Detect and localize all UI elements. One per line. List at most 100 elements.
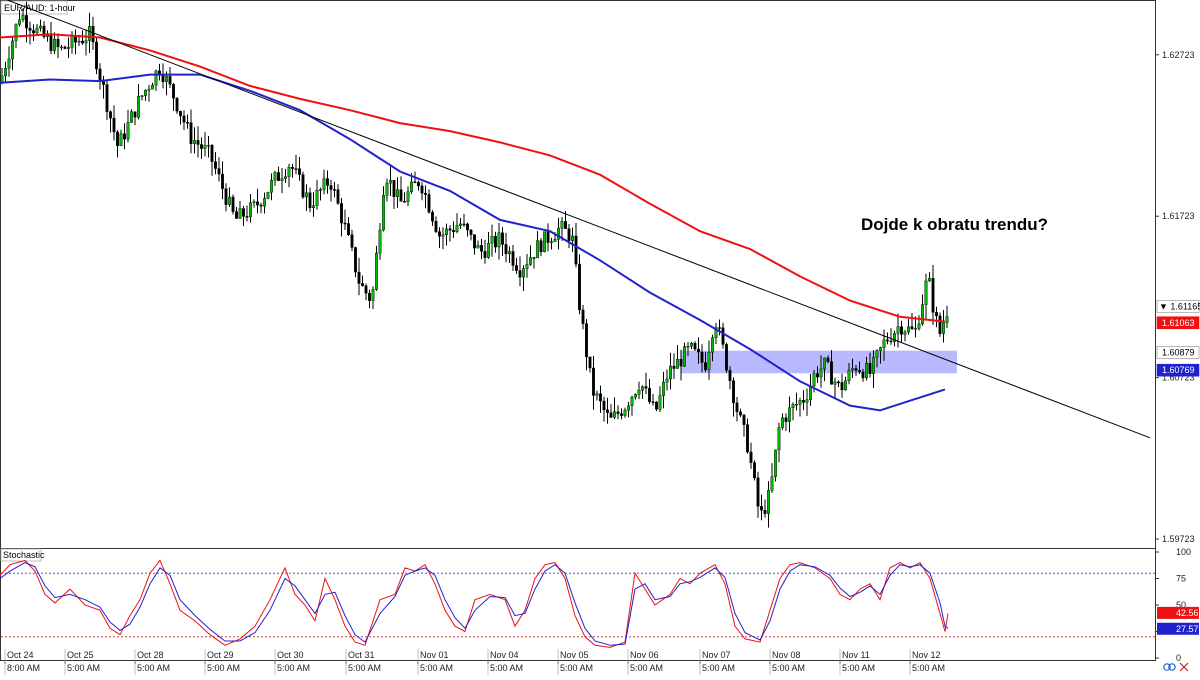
candle-body-83 — [291, 167, 294, 169]
candle-body-199 — [697, 348, 700, 353]
candle-body-50 — [175, 97, 179, 112]
candle-body-260 — [910, 326, 914, 329]
candle-body-189 — [662, 381, 665, 396]
candle-body-90 — [315, 189, 319, 206]
candle-body-60 — [210, 145, 214, 162]
candle-body-172 — [602, 400, 606, 411]
candle-body-152 — [532, 257, 536, 259]
candle-body-148 — [518, 270, 522, 278]
candle-body-188 — [658, 395, 662, 410]
candle-body-157 — [550, 241, 553, 243]
candle-body-210 — [735, 402, 739, 413]
candle-body-224 — [784, 417, 788, 422]
time-date-label-4: Oct 30 — [277, 650, 304, 660]
time-date-label-1: Oct 25 — [67, 650, 94, 660]
candle-body-110 — [385, 182, 389, 196]
candle-body-180 — [630, 396, 634, 407]
candle-body-262 — [917, 323, 921, 329]
candle-body-12 — [42, 25, 46, 37]
candle-body-102 — [357, 271, 361, 284]
candle-body-109 — [382, 195, 385, 231]
stoch-line-pct-D — [0, 562, 949, 646]
candle-body-100 — [350, 234, 354, 248]
candle-body-170 — [595, 393, 599, 396]
candle-body-173 — [606, 409, 609, 413]
candle-body-202 — [707, 352, 711, 371]
candle-body-177 — [620, 413, 623, 416]
candle-body-36 — [126, 122, 130, 140]
candle-body-231 — [809, 385, 812, 400]
candle-body-105 — [368, 293, 371, 301]
candle-body-77 — [270, 179, 273, 193]
candle-body-130 — [455, 225, 459, 232]
candle-body-179 — [627, 405, 630, 411]
stoch-tag-box-1 — [1157, 622, 1199, 635]
time-date-label-0: Oct 24 — [7, 650, 34, 660]
time-date-label-12: Nov 11 — [842, 650, 870, 660]
candle-body-253 — [886, 339, 889, 342]
candle-body-134 — [469, 229, 473, 235]
candle-body-160 — [560, 221, 564, 229]
candle-body-269 — [942, 322, 945, 334]
candle-body-76 — [266, 191, 270, 199]
candle-body-22 — [77, 40, 81, 43]
candle-body-151 — [529, 257, 532, 265]
candle-body-192 — [672, 365, 676, 369]
candle-body-234 — [819, 368, 823, 378]
candle-body-162 — [567, 228, 571, 241]
candle-body-17 — [60, 46, 63, 49]
candle-body-125 — [438, 231, 441, 237]
candle-body-138 — [483, 251, 487, 258]
candle-body-107 — [375, 252, 378, 290]
candle-body-204 — [714, 327, 718, 338]
candle-body-68 — [238, 208, 242, 219]
stoch-title-box — [0, 548, 42, 562]
candle-body-80 — [280, 178, 284, 181]
stoch-tick-label-2: 50 — [1176, 600, 1186, 610]
time-label-3: 5:00 AM — [207, 663, 240, 673]
candle-body-240 — [840, 382, 844, 391]
candle-body-91 — [319, 189, 322, 191]
candle-body-225 — [788, 407, 791, 422]
candle-body-186 — [651, 401, 655, 403]
candle-body-164 — [574, 235, 578, 265]
candle-body-187 — [655, 401, 658, 410]
candle-body-165 — [578, 263, 581, 311]
stoch-tick-label-1: 75 — [1176, 574, 1186, 584]
candle-body-27 — [95, 41, 98, 70]
candle-body-146 — [511, 251, 515, 266]
candle-body-156 — [546, 231, 550, 243]
candle-body-140 — [490, 235, 494, 244]
candle-body-5 — [18, 19, 21, 25]
candle-body-216 — [756, 477, 760, 507]
chart-settings-icon[interactable] — [1163, 663, 1176, 671]
candle-body-89 — [312, 205, 315, 208]
candle-body-270 — [945, 316, 949, 324]
candle-body-266 — [931, 278, 935, 313]
candle-body-143 — [501, 232, 504, 245]
candle-body-38 — [133, 111, 137, 118]
candle-body-217 — [760, 506, 763, 511]
candle-body-121 — [424, 192, 427, 195]
candle-body-132 — [462, 223, 466, 226]
candle-body-8 — [28, 27, 32, 31]
support-zone — [681, 350, 957, 374]
candle-body-149 — [522, 268, 525, 278]
candle-body-86 — [301, 174, 305, 198]
candle-body-200 — [700, 351, 704, 363]
axis-scale-icon[interactable] — [1179, 662, 1189, 672]
candle-body-64 — [224, 188, 228, 205]
candle-body-233 — [816, 373, 819, 378]
candle-body-268 — [938, 315, 942, 334]
time-date-label-7: Nov 04 — [490, 650, 519, 660]
line-red-ma — [0, 33, 946, 323]
candle-body-126 — [441, 234, 445, 237]
candle-body-124 — [434, 221, 438, 232]
line-blue-ma — [0, 73, 946, 412]
candle-body-30 — [105, 84, 109, 112]
candle-body-211 — [739, 411, 742, 416]
candle-body-79 — [277, 172, 280, 181]
candle-body-175 — [613, 411, 616, 418]
candle-body-150 — [525, 264, 529, 269]
